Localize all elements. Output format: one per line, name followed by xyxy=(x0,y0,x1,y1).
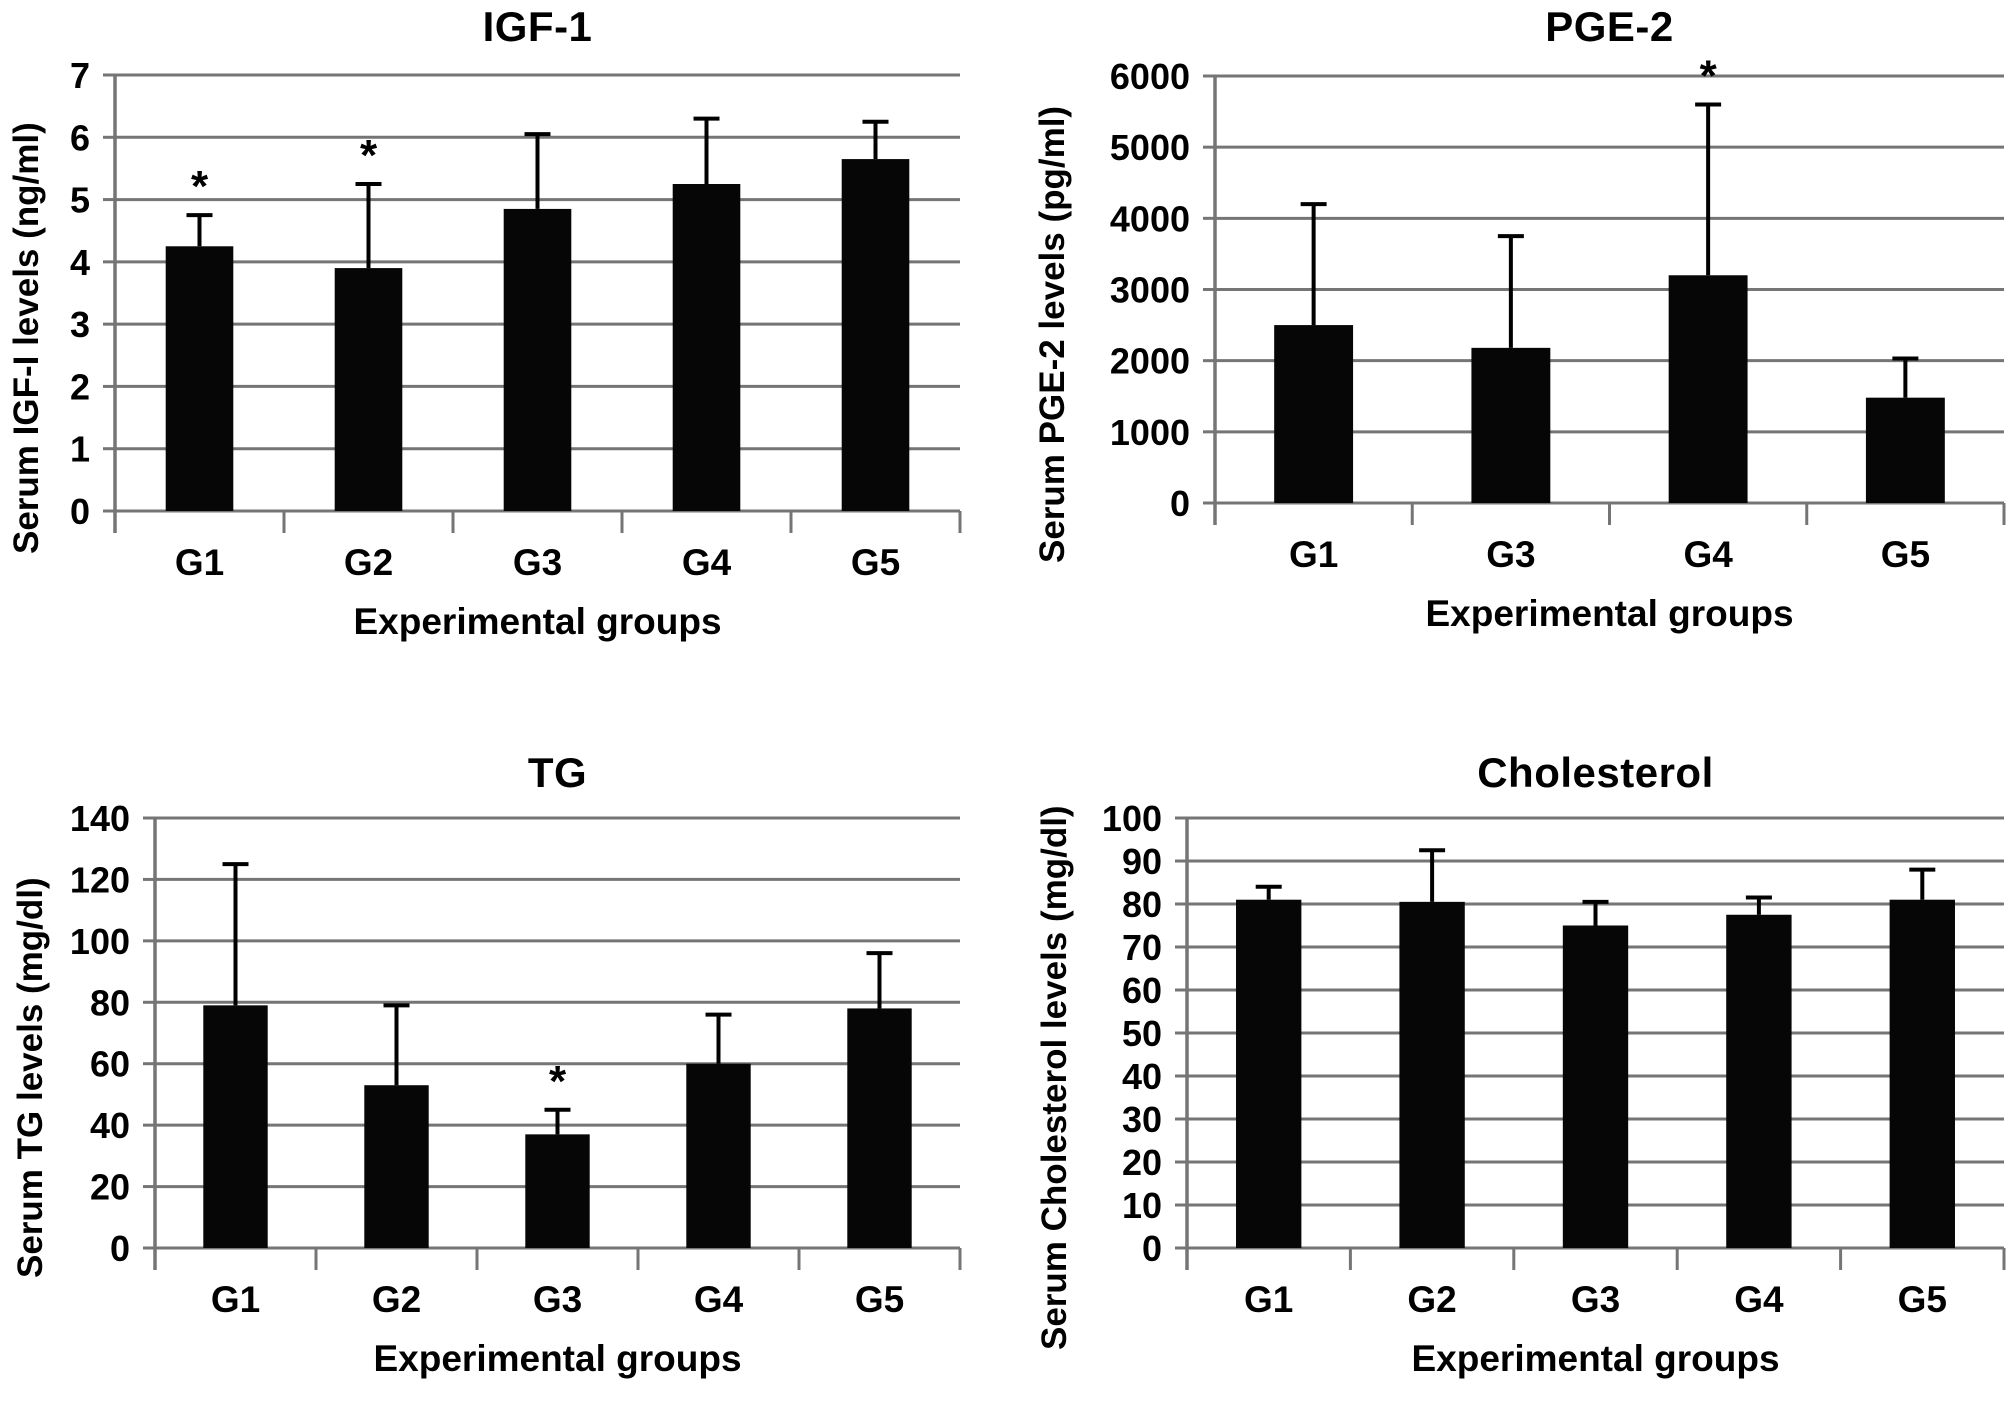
x-axis-title: Experimental groups xyxy=(1411,1338,1780,1379)
y-tick-label: 80 xyxy=(90,982,130,1023)
y-tick-label: 5 xyxy=(70,180,90,221)
x-category-label-G4: G4 xyxy=(682,542,732,583)
chart-title: PGE-2 xyxy=(1545,3,1674,50)
x-category-label-G1: G1 xyxy=(175,542,224,583)
y-tick-label: 10 xyxy=(1122,1185,1162,1226)
bar-G3 xyxy=(1471,347,1551,503)
y-tick-label: 5000 xyxy=(1110,127,1190,168)
y-tick-label: 4 xyxy=(70,242,90,283)
y-tick-label: 60 xyxy=(90,1044,130,1085)
bar-G5 xyxy=(847,1008,912,1248)
y-tick-label: 30 xyxy=(1122,1099,1162,1140)
bar-G4 xyxy=(1668,275,1748,503)
y-tick-label: 100 xyxy=(1102,798,1162,839)
y-tick-label: 80 xyxy=(1122,884,1162,925)
x-category-label-G3: G3 xyxy=(1571,1279,1620,1320)
bar-G1 xyxy=(165,246,234,512)
x-category-label-G2: G2 xyxy=(344,542,393,583)
chart-title: Cholesterol xyxy=(1477,749,1714,796)
plot-area: 0 1000 2000 3000 4000 5000 6000 G1 G3 * G4 G5 xyxy=(1110,51,2006,575)
bar-G2 xyxy=(334,268,403,511)
x-category-label-G5: G5 xyxy=(855,1279,904,1320)
y-tick-label: 20 xyxy=(90,1167,130,1208)
bar-G5 xyxy=(841,159,910,512)
y-tick-label: 60 xyxy=(1122,970,1162,1011)
y-tick-label: 0 xyxy=(1142,1228,1162,1269)
chart-pge2: PGE-2 Serum PGE-2 levels (pg/ml) 0 1000 20… xyxy=(1004,0,2008,660)
bar-G3 xyxy=(1562,925,1629,1248)
x-category-label-G3: G3 xyxy=(533,1279,582,1320)
y-tick-label: 40 xyxy=(1122,1056,1162,1097)
bar-G1 xyxy=(1274,325,1354,503)
significance-asterisk-G3: * xyxy=(549,1057,567,1106)
y-tick-label: 1000 xyxy=(1110,412,1190,453)
x-category-label-G5: G5 xyxy=(1881,534,1930,575)
y-tick-label: 3000 xyxy=(1110,270,1190,311)
y-tick-label: 100 xyxy=(70,921,130,962)
x-category-label-G3: G3 xyxy=(513,542,562,583)
chart-cholesterol: Cholesterol Serum Cholesterol levels (mg… xyxy=(1004,746,2008,1406)
bar-G2 xyxy=(364,1085,429,1248)
bar-G4 xyxy=(1726,914,1792,1248)
x-axis-title: Experimental groups xyxy=(373,1338,742,1379)
significance-asterisk-G2: * xyxy=(360,131,378,180)
y-tick-label: 6 xyxy=(70,117,90,158)
y-tick-label: 7 xyxy=(70,55,90,96)
bar-G3 xyxy=(503,208,572,511)
y-tick-label: 90 xyxy=(1122,841,1162,882)
significance-asterisk-G1: * xyxy=(191,162,209,211)
y-tick-label: 2000 xyxy=(1110,341,1190,382)
y-tick-label: 40 xyxy=(90,1105,130,1146)
y-tick-label: 1 xyxy=(70,429,90,470)
bar-G4 xyxy=(686,1063,751,1248)
y-tick-label: 140 xyxy=(70,798,130,839)
chart-tg: TG Serum TG levels (mg/dl) 0 20 40 60 80 100 1… xyxy=(0,746,1004,1406)
y-tick-label: 2 xyxy=(70,366,90,407)
chart-title: IGF-1 xyxy=(482,3,593,50)
bar-G5 xyxy=(1865,397,1945,503)
x-category-label-G5: G5 xyxy=(851,542,900,583)
x-category-label-G5: G5 xyxy=(1898,1279,1947,1320)
x-axis-title: Experimental groups xyxy=(353,601,722,642)
x-category-label-G1: G1 xyxy=(211,1279,260,1320)
y-tick-label: 3 xyxy=(70,304,90,345)
x-category-label-G4: G4 xyxy=(694,1279,744,1320)
y-tick-label: 0 xyxy=(70,491,90,532)
y-tick-label: 20 xyxy=(1122,1142,1162,1183)
bar-G2 xyxy=(1399,901,1465,1248)
x-category-label-G4: G4 xyxy=(1734,1279,1784,1320)
bar-G4 xyxy=(672,184,741,511)
x-axis-title: Experimental groups xyxy=(1425,593,1794,634)
chart-title: TG xyxy=(527,749,588,796)
x-category-label-G1: G1 xyxy=(1244,1279,1293,1320)
significance-asterisk-G4: * xyxy=(1700,51,1718,100)
plot-area: 0 20 40 60 80 100 120 140 G1 G2 * G3 G4 G5 xyxy=(70,798,962,1320)
plot-area: 0 1 2 3 4 5 6 7 * G1 * G2 G3 G4 G5 xyxy=(70,55,962,583)
y-tick-label: 0 xyxy=(110,1228,130,1269)
y-tick-label: 4000 xyxy=(1110,198,1190,239)
bar-G1 xyxy=(203,1005,268,1248)
y-tick-label: 70 xyxy=(1122,927,1162,968)
x-category-label-G1: G1 xyxy=(1289,534,1338,575)
bar-G5 xyxy=(1889,899,1955,1248)
x-category-label-G2: G2 xyxy=(372,1279,421,1320)
x-category-label-G2: G2 xyxy=(1407,1279,1456,1320)
x-category-label-G3: G3 xyxy=(1486,534,1535,575)
y-tick-label: 0 xyxy=(1170,483,1190,524)
bar-G1 xyxy=(1236,899,1302,1248)
bar-G3 xyxy=(525,1134,590,1248)
y-tick-label: 120 xyxy=(70,859,130,900)
x-category-label-G4: G4 xyxy=(1683,534,1733,575)
y-tick-label: 50 xyxy=(1122,1013,1162,1054)
y-tick-label: 6000 xyxy=(1110,56,1190,97)
